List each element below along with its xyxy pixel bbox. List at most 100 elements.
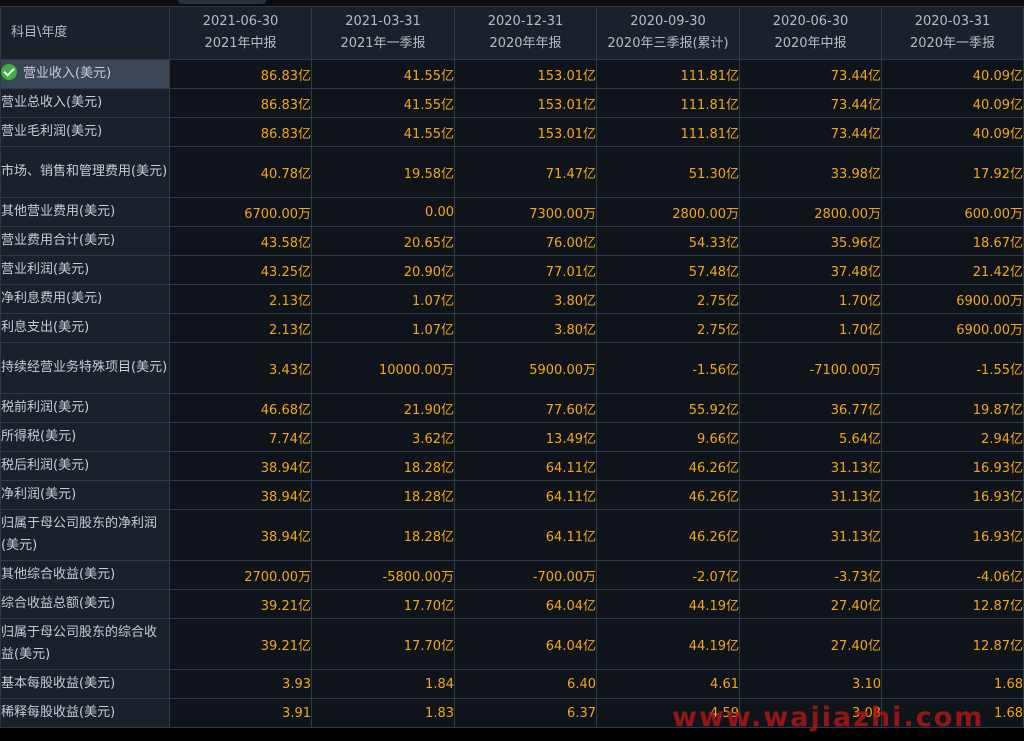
value-cell: 46.26亿: [596, 509, 740, 561]
watermark: www.wajiazhi.com: [672, 702, 985, 733]
value-cell: 76.00亿: [454, 226, 597, 256]
row-label-cell[interactable]: 营业毛利润(美元): [0, 117, 170, 147]
value-cell: 64.11亿: [454, 451, 597, 481]
row-label: 综合收益总额(美元): [1, 596, 116, 611]
value-cell: 19.87亿: [881, 393, 1024, 423]
column-header[interactable]: 2021-06-30 2021年中报: [169, 6, 312, 60]
row-label-cell[interactable]: 归属于母公司股东的综合收益(美元): [0, 618, 170, 670]
check-circle-icon: [1, 64, 17, 80]
value-cell: 3.43亿: [169, 342, 312, 394]
value-cell: 1.68: [881, 698, 1024, 728]
table-row[interactable]: 所得税(美元) 7.74亿 3.62亿 13.49亿 9.66亿 5.64亿 2.94亿: [0, 422, 1024, 452]
value-cell: 3.62亿: [311, 422, 455, 452]
value-cell: 77.01亿: [454, 255, 597, 285]
table-row[interactable]: 利息支出(美元) 2.13亿 1.07亿 3.80亿 2.75亿 1.70亿 6900.00…: [0, 313, 1024, 343]
row-label-cell[interactable]: 其他综合收益(美元): [0, 560, 170, 590]
value-cell: 3.80亿: [454, 313, 597, 343]
table-row[interactable]: 持续经营业务特殊项目(美元) 3.43亿 10000.00万 5900.00万 -1.5…: [0, 342, 1024, 394]
value-cell: 1.83: [311, 698, 455, 728]
row-label-cell[interactable]: 基本每股收益(美元): [0, 669, 170, 699]
table-row[interactable]: 营业费用合计(美元) 43.58亿 20.65亿 76.00亿 54.33亿 35.96亿…: [0, 226, 1024, 256]
table-row[interactable]: 营业总收入(美元) 86.83亿 41.55亿 153.01亿 111.81亿 73.44…: [0, 88, 1024, 118]
table-row[interactable]: 其他营业费用(美元) 6700.00万 0.00 7300.00万 2800.00万 28…: [0, 197, 1024, 227]
value-cell: 21.90亿: [311, 393, 455, 423]
table-row[interactable]: 营业毛利润(美元) 86.83亿 41.55亿 153.01亿 111.81亿 73.44…: [0, 117, 1024, 147]
value-cell: 54.33亿: [596, 226, 740, 256]
row-label-cell[interactable]: 归属于母公司股东的净利润(美元): [0, 509, 170, 561]
row-label-cell[interactable]: 净利息费用(美元): [0, 284, 170, 314]
value-cell: -4.06亿: [881, 560, 1024, 590]
value-cell: 27.40亿: [739, 618, 882, 670]
table-row[interactable]: 稀释每股收益(美元) 3.91 1.83 6.37 4.59 3.08 1.68: [0, 698, 1024, 728]
row-label-cell[interactable]: 市场、销售和管理费用(美元): [0, 146, 170, 198]
value-cell: 43.25亿: [169, 255, 312, 285]
value-cell: 39.21亿: [169, 618, 312, 670]
table-row[interactable]: 归属于母公司股东的综合收益(美元) 39.21亿 17.70亿 64.04亿 44.19…: [0, 618, 1024, 670]
table-row[interactable]: 其他综合收益(美元) 2700.00万 -5800.00万 -700.00万 -2.07…: [0, 560, 1024, 590]
row-label-cell[interactable]: 利息支出(美元): [0, 313, 170, 343]
column-header[interactable]: 2020-06-30 2020年中报: [739, 6, 882, 60]
value-cell: 153.01亿: [454, 59, 597, 89]
row-label-cell[interactable]: 营业总收入(美元): [0, 88, 170, 118]
row-label: 营业费用合计(美元): [1, 233, 116, 248]
row-label: 营业收入(美元): [23, 66, 112, 81]
row-label-cell[interactable]: 综合收益总额(美元): [0, 589, 170, 619]
top-toolbar-strip: [0, 0, 1024, 6]
value-cell: 31.13亿: [739, 451, 882, 481]
value-cell: 77.60亿: [454, 393, 597, 423]
value-cell: 2800.00万: [596, 197, 740, 227]
value-cell: -700.00万: [454, 560, 597, 590]
table-row[interactable]: 综合收益总额(美元) 39.21亿 17.70亿 64.04亿 44.19亿 27.40亿…: [0, 589, 1024, 619]
table-row[interactable]: 净利润(美元) 38.94亿 18.28亿 64.11亿 46.26亿 31.13亿 16.…: [0, 480, 1024, 510]
toolbar-tab-handle[interactable]: [178, 0, 266, 4]
row-label-cell[interactable]: 营业利润(美元): [0, 255, 170, 285]
row-label-cell[interactable]: 净利润(美元): [0, 480, 170, 510]
table-row[interactable]: 市场、销售和管理费用(美元) 40.78亿 19.58亿 71.47亿 51.30亿 33…: [0, 146, 1024, 198]
row-label-cell[interactable]: 营业费用合计(美元): [0, 226, 170, 256]
column-header[interactable]: 2020-09-30 2020年三季报(累计): [596, 6, 740, 60]
value-cell: 2.75亿: [596, 284, 740, 314]
column-header[interactable]: 2020-12-31 2020年年报: [454, 6, 597, 60]
value-cell: 10000.00万: [311, 342, 455, 394]
column-period: 2020年三季报(累计): [607, 36, 729, 51]
table-row[interactable]: 营业收入(美元) 86.83亿 41.55亿 153.01亿 111.81亿 73.44亿…: [0, 59, 1024, 89]
table-row[interactable]: 基本每股收益(美元) 3.93 1.84 6.40 4.61 3.10 1.68: [0, 669, 1024, 699]
value-cell: -5800.00万: [311, 560, 455, 590]
value-cell: 12.87亿: [881, 618, 1024, 670]
row-label-cell[interactable]: 税前利润(美元): [0, 393, 170, 423]
row-label-cell[interactable]: 持续经营业务特殊项目(美元): [0, 342, 170, 394]
row-label-cell[interactable]: 所得税(美元): [0, 422, 170, 452]
value-cell: -1.55亿: [881, 342, 1024, 394]
row-label: 税前利润(美元): [1, 400, 90, 415]
row-label: 营业毛利润(美元): [1, 124, 103, 139]
value-cell: 2.94亿: [881, 422, 1024, 452]
column-header[interactable]: 2020-03-31 2020年一季报: [881, 6, 1024, 60]
value-cell: 46.26亿: [596, 480, 740, 510]
table-row[interactable]: 归属于母公司股东的净利润(美元) 38.94亿 18.28亿 64.11亿 46.26亿…: [0, 509, 1024, 561]
value-cell: 111.81亿: [596, 59, 740, 89]
value-cell: 1.07亿: [311, 284, 455, 314]
row-label-cell[interactable]: 营业收入(美元): [0, 59, 170, 89]
value-cell: 12.87亿: [881, 589, 1024, 619]
row-label-cell[interactable]: 税后利润(美元): [0, 451, 170, 481]
column-header[interactable]: 2021-03-31 2021年一季报: [311, 6, 455, 60]
value-cell: 6700.00万: [169, 197, 312, 227]
table-row[interactable]: 净利息费用(美元) 2.13亿 1.07亿 3.80亿 2.75亿 1.70亿 6900.0…: [0, 284, 1024, 314]
table-row[interactable]: 税前利润(美元) 46.68亿 21.90亿 77.60亿 55.92亿 36.77亿 19…: [0, 393, 1024, 423]
table-row[interactable]: 营业利润(美元) 43.25亿 20.90亿 77.01亿 57.48亿 37.48亿 21…: [0, 255, 1024, 285]
value-cell: 37.48亿: [739, 255, 882, 285]
value-cell: 153.01亿: [454, 88, 597, 118]
value-cell: 43.58亿: [169, 226, 312, 256]
header-row: 科目\年度 2021-06-30 2021年中报 2021-03-31 2021年一…: [0, 6, 1024, 60]
row-label-cell[interactable]: 其他营业费用(美元): [0, 197, 170, 227]
value-cell: 38.94亿: [169, 480, 312, 510]
value-cell: 31.13亿: [739, 480, 882, 510]
value-cell: 64.11亿: [454, 509, 597, 561]
row-label: 其他营业费用(美元): [1, 204, 116, 219]
table-row[interactable]: 税后利润(美元) 38.94亿 18.28亿 64.11亿 46.26亿 31.13亿 16…: [0, 451, 1024, 481]
row-label: 营业利润(美元): [1, 262, 90, 277]
value-cell: 6.40: [454, 669, 597, 699]
value-cell: 18.28亿: [311, 509, 455, 561]
value-cell: 17.70亿: [311, 618, 455, 670]
row-label-cell[interactable]: 稀释每股收益(美元): [0, 698, 170, 728]
